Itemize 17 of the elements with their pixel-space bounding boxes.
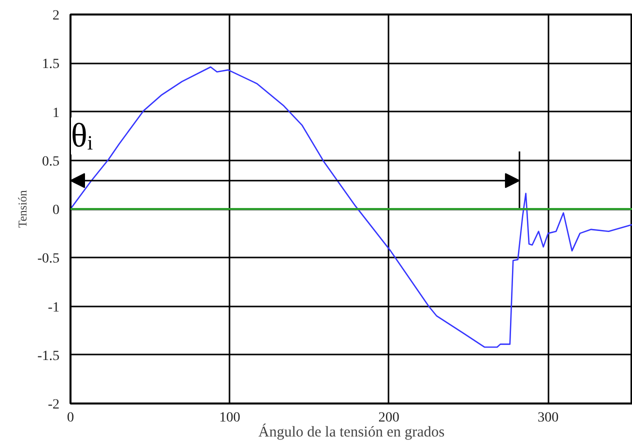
y-tick-label: 0 (52, 203, 60, 218)
y-axis-title: Tensión (15, 190, 30, 228)
x-tick-label: 200 (378, 410, 400, 426)
y-tick-label: -1.5 (37, 348, 60, 364)
y-tick-label: 2 (52, 8, 60, 24)
y-tick-label: -1 (48, 300, 60, 316)
y-tick-label: 1.5 (42, 57, 60, 72)
y-tick-label: -2 (48, 398, 60, 412)
x-tick-label: 100 (219, 410, 240, 426)
annotation: θᵢ (70, 118, 94, 155)
x-axis-title: Ángulo de la tensión en grados (258, 424, 445, 440)
x-tick-label: 0 (67, 410, 74, 426)
y-tick-label: 0.5 (42, 154, 60, 170)
y-tick-label: -0.5 (37, 252, 60, 267)
y-tick-label: 1 (52, 106, 60, 121)
x-tick-label: 300 (538, 410, 559, 426)
line-series (70, 66, 632, 348)
